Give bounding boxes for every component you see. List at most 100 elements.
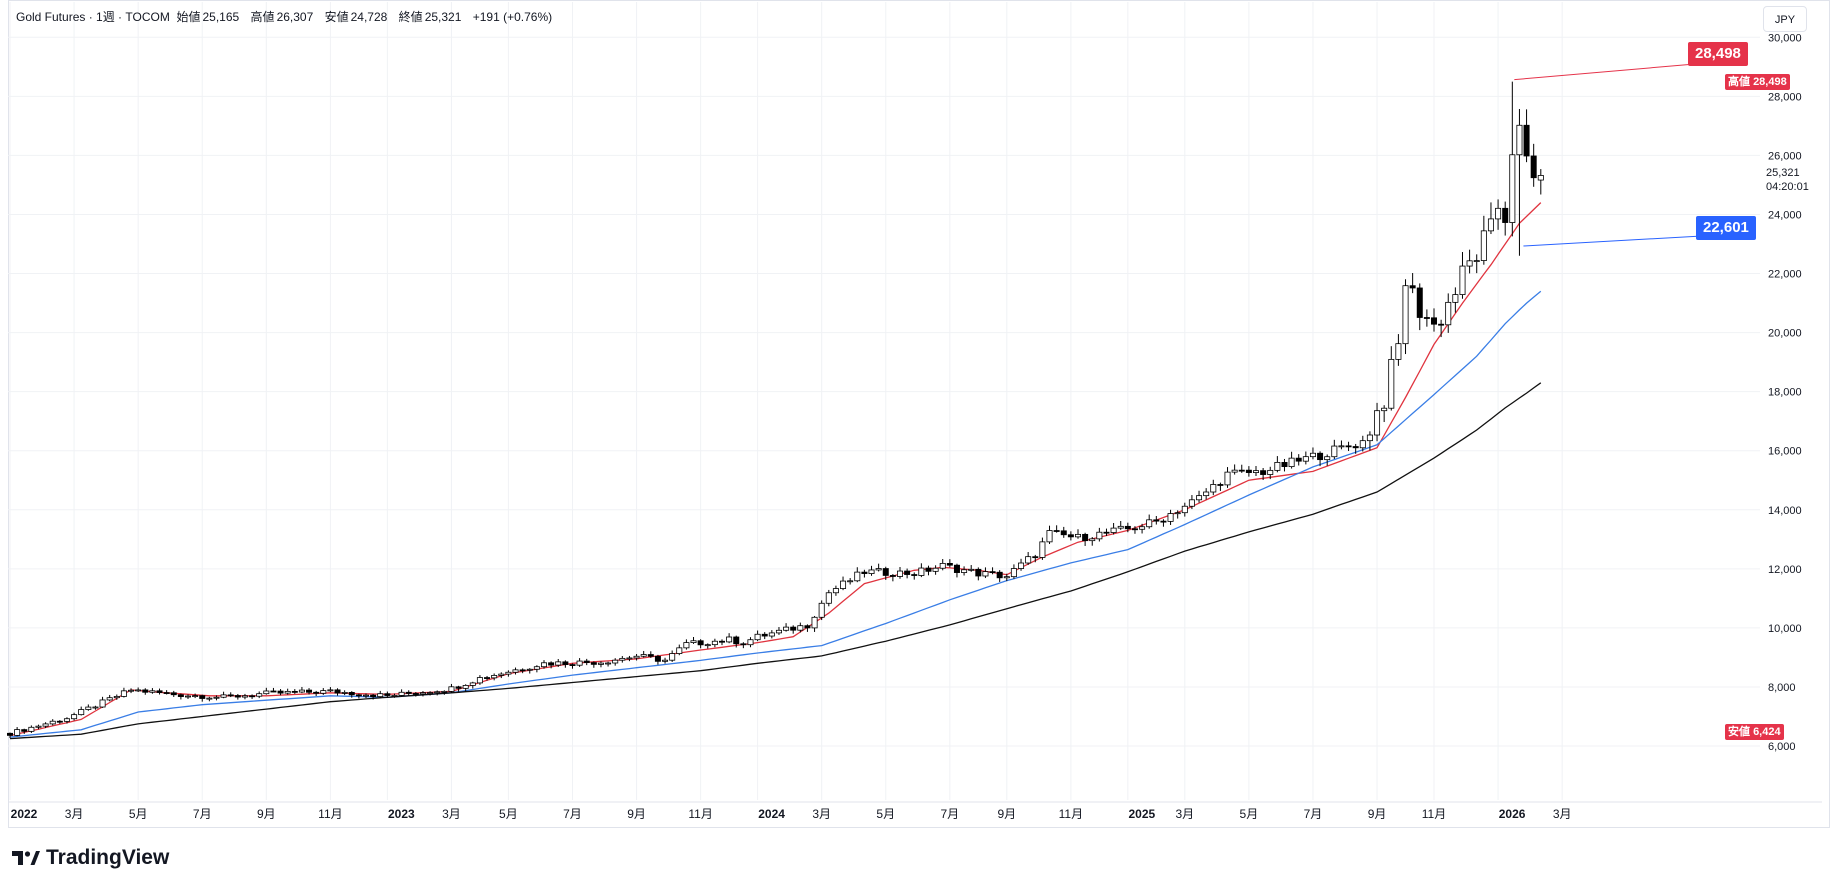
- candle-body: [968, 568, 975, 571]
- candle-body: [1274, 462, 1281, 471]
- x-tick-label: 2023: [388, 807, 415, 821]
- candle-body: [505, 671, 512, 675]
- candle-body: [1509, 154, 1516, 223]
- candle-body: [56, 720, 63, 723]
- candle-body: [1495, 207, 1502, 220]
- candle-body: [327, 689, 334, 692]
- legend-symbol[interactable]: Gold Futures · 1週 · TOCOM: [16, 10, 170, 24]
- candle-body: [7, 732, 13, 736]
- candle-body: [619, 657, 626, 661]
- candle-body: [1473, 260, 1480, 262]
- candle-body: [149, 690, 156, 693]
- candle-body: [1423, 317, 1430, 319]
- candle-body: [1374, 410, 1381, 436]
- candle-body: [476, 677, 483, 684]
- candle-body: [1010, 568, 1017, 578]
- candle-body: [163, 692, 170, 694]
- x-tick-label: 5月: [1240, 807, 1259, 821]
- candle-body: [676, 647, 683, 654]
- candle-body: [711, 640, 718, 646]
- candle-body: [1366, 434, 1373, 442]
- candle-body: [1188, 499, 1195, 507]
- x-tick-label: 3月: [442, 807, 461, 821]
- candle-body: [213, 696, 220, 699]
- x-tick-label: 7月: [1304, 807, 1323, 821]
- candle-body: [1018, 562, 1025, 569]
- candle-body: [85, 706, 92, 710]
- candle-body: [775, 629, 782, 634]
- candle-body: [897, 570, 904, 577]
- candle-body: [1395, 343, 1402, 360]
- currency-button[interactable]: JPY: [1763, 6, 1807, 32]
- candle-body: [1160, 520, 1167, 523]
- candle-body: [541, 662, 548, 668]
- candle-body: [1309, 452, 1316, 458]
- candle-body: [1359, 440, 1366, 449]
- chart-area[interactable]: [8, 0, 1830, 828]
- candle-body: [597, 662, 604, 665]
- candle-body: [875, 568, 882, 571]
- brand-name: TradingView: [46, 846, 170, 869]
- candle-body: [669, 653, 676, 661]
- candle-body: [1181, 505, 1188, 514]
- candle-body: [1267, 469, 1274, 475]
- candle-body: [882, 568, 889, 576]
- legend-high-label: 高値: [250, 10, 275, 24]
- candle-body: [704, 644, 711, 647]
- candle-body: [1530, 155, 1537, 179]
- candle-body: [1317, 452, 1324, 461]
- candle-body: [249, 695, 256, 698]
- candle-body: [1224, 471, 1231, 486]
- candle-body: [135, 689, 142, 692]
- y-tick-label: 12,000: [1768, 564, 1802, 576]
- candle-body: [555, 661, 562, 666]
- tradingview-logo[interactable]: TradingView: [12, 846, 169, 870]
- candle-body: [989, 571, 996, 574]
- candle-body: [683, 642, 690, 649]
- candle-body: [918, 567, 925, 576]
- candle-body: [904, 570, 911, 575]
- x-tick-label: 3月: [1175, 807, 1194, 821]
- x-tick-label: 9月: [257, 807, 276, 821]
- y-tick-label: 24,000: [1768, 209, 1802, 221]
- candle-body: [1331, 445, 1338, 458]
- candle-body: [1046, 530, 1053, 543]
- candle-body: [1025, 556, 1032, 564]
- candle-body: [633, 655, 640, 659]
- low-axis-value: 6,424: [1753, 726, 1781, 738]
- candle-body: [377, 693, 384, 698]
- candle-body: [277, 690, 284, 694]
- candle-body: [975, 568, 982, 577]
- candle-body: [170, 692, 177, 696]
- candle-body: [362, 694, 369, 697]
- candle-body: [1302, 456, 1309, 462]
- candle-body: [1203, 491, 1210, 497]
- candle-body: [719, 640, 726, 643]
- candle-body: [398, 691, 405, 696]
- candle-body: [1487, 218, 1494, 232]
- ma-mid-line: [9, 290, 1542, 738]
- candle-body: [1338, 445, 1345, 448]
- candle-body: [1032, 556, 1039, 559]
- candle-body: [996, 571, 1003, 579]
- legend-open-label: 始値: [176, 10, 201, 24]
- candle-body: [99, 699, 106, 708]
- candle-body: [761, 633, 768, 637]
- candle-body: [498, 673, 505, 676]
- candle-body: [647, 654, 654, 657]
- candle-body: [1295, 457, 1302, 462]
- blue-callout: 22,601: [1696, 216, 1756, 240]
- candle-body: [120, 690, 127, 697]
- candle-body: [1260, 470, 1267, 475]
- blue-callout-pointer: [1523, 235, 1703, 247]
- x-tick-label: 5月: [129, 807, 148, 821]
- x-tick-label: 5月: [499, 807, 518, 821]
- candle-body: [889, 575, 896, 577]
- low-axis-label: 安値: [1728, 726, 1750, 738]
- candle-body: [341, 692, 348, 694]
- candle-body: [1324, 456, 1331, 461]
- candle-body: [391, 695, 398, 697]
- candle-body: [1445, 301, 1452, 326]
- candle-body: [206, 697, 213, 700]
